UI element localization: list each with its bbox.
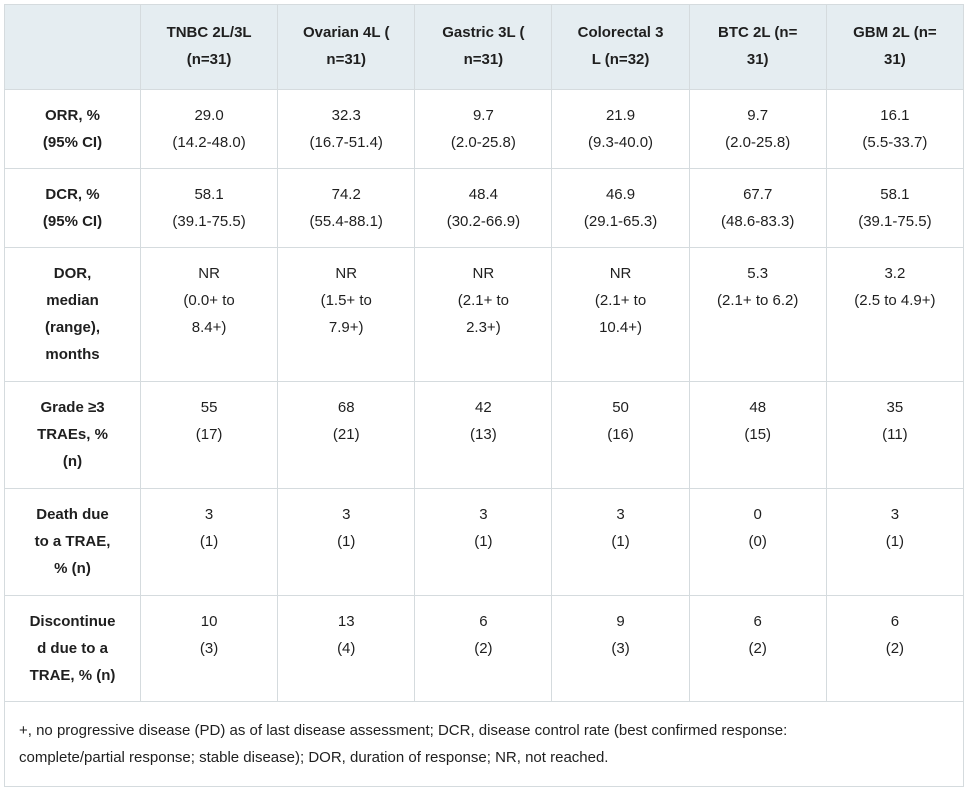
cell-disc-ovarian: 13 (4) — [277, 595, 416, 702]
cell-grade3-btc: 48 (15) — [688, 381, 827, 489]
column-header-gastric: Gastric 3L ( n=31) — [414, 4, 553, 90]
table-row-grade3-traes: Grade ≥3 TRAEs, % (n) 55 (17) 68 (21) 42… — [4, 381, 965, 489]
cell-death-ovarian: 3 (1) — [277, 488, 416, 596]
cell-dor-ovarian: NR (1.5+ to 7.9+) — [277, 247, 416, 382]
cell-disc-tnbc: 10 (3) — [139, 595, 279, 702]
cell-death-btc: 0 (0) — [688, 488, 827, 596]
cell-dcr-tnbc: 58.1 (39.1-75.5) — [139, 168, 279, 248]
cell-dor-gbm: 3.2 (2.5 to 4.9+) — [825, 247, 965, 382]
column-header-colorectal: Colorectal 3 L (n=32) — [551, 4, 690, 90]
cell-disc-colorectal: 9 (3) — [551, 595, 690, 702]
cell-disc-gbm: 6 (2) — [825, 595, 965, 702]
cell-orr-colorectal: 21.9 (9.3-40.0) — [551, 89, 690, 169]
cell-orr-tnbc: 29.0 (14.2-48.0) — [139, 89, 279, 169]
cell-orr-ovarian: 32.3 (16.7-51.4) — [277, 89, 416, 169]
clinical-results-table: TNBC 2L/3L (n=31) Ovarian 4L ( n=31) Gas… — [4, 4, 965, 787]
cell-orr-gastric: 9.7 (2.0-25.8) — [414, 89, 553, 169]
corner-header-cell — [4, 4, 141, 90]
cell-dor-gastric: NR (2.1+ to 2.3+) — [414, 247, 553, 382]
cell-disc-gastric: 6 (2) — [414, 595, 553, 702]
cell-grade3-ovarian: 68 (21) — [277, 381, 416, 489]
footnote-row: +, no progressive disease (PD) as of las… — [4, 701, 964, 787]
column-header-ovarian: Ovarian 4L ( n=31) — [277, 4, 416, 90]
table-row-dor: DOR, median (range), months NR (0.0+ to … — [4, 247, 965, 382]
cell-dcr-colorectal: 46.9 (29.1-65.3) — [551, 168, 690, 248]
cell-grade3-tnbc: 55 (17) — [139, 381, 279, 489]
cell-grade3-gastric: 42 (13) — [414, 381, 553, 489]
cell-dor-btc: 5.3 (2.1+ to 6.2) — [688, 247, 827, 382]
cell-orr-gbm: 16.1 (5.5-33.7) — [825, 89, 965, 169]
table-row-death-trae: Death due to a TRAE, % (n) 3 (1) 3 (1) 3… — [4, 488, 965, 596]
table-row-discontinued-trae: Discontinue d due to a TRAE, % (n) 10 (3… — [4, 595, 965, 702]
table-row-orr: ORR, % (95% CI) 29.0 (14.2-48.0) 32.3 (1… — [4, 89, 965, 169]
row-label-orr: ORR, % (95% CI) — [4, 89, 141, 169]
cell-grade3-colorectal: 50 (16) — [551, 381, 690, 489]
cell-dcr-gbm: 58.1 (39.1-75.5) — [825, 168, 965, 248]
cell-dor-colorectal: NR (2.1+ to 10.4+) — [551, 247, 690, 382]
cell-death-gbm: 3 (1) — [825, 488, 965, 596]
cell-dcr-ovarian: 74.2 (55.4-88.1) — [277, 168, 416, 248]
column-header-gbm: GBM 2L (n= 31) — [825, 4, 965, 90]
cell-dor-tnbc: NR (0.0+ to 8.4+) — [139, 247, 279, 382]
cell-orr-btc: 9.7 (2.0-25.8) — [688, 89, 827, 169]
row-label-grade3-traes: Grade ≥3 TRAEs, % (n) — [4, 381, 141, 489]
column-header-tnbc: TNBC 2L/3L (n=31) — [139, 4, 279, 90]
row-label-discontinued-trae: Discontinue d due to a TRAE, % (n) — [4, 595, 141, 702]
table-row-dcr: DCR, % (95% CI) 58.1 (39.1-75.5) 74.2 (5… — [4, 168, 965, 248]
cell-dcr-btc: 67.7 (48.6-83.3) — [688, 168, 827, 248]
cell-death-gastric: 3 (1) — [414, 488, 553, 596]
cell-death-tnbc: 3 (1) — [139, 488, 279, 596]
table-footnote: +, no progressive disease (PD) as of las… — [4, 701, 964, 787]
header-row: TNBC 2L/3L (n=31) Ovarian 4L ( n=31) Gas… — [4, 4, 965, 90]
cell-dcr-gastric: 48.4 (30.2-66.9) — [414, 168, 553, 248]
cell-death-colorectal: 3 (1) — [551, 488, 690, 596]
column-header-btc: BTC 2L (n= 31) — [688, 4, 827, 90]
cell-disc-btc: 6 (2) — [688, 595, 827, 702]
row-label-dor: DOR, median (range), months — [4, 247, 141, 382]
row-label-death-trae: Death due to a TRAE, % (n) — [4, 488, 141, 596]
cell-grade3-gbm: 35 (11) — [825, 381, 965, 489]
row-label-dcr: DCR, % (95% CI) — [4, 168, 141, 248]
